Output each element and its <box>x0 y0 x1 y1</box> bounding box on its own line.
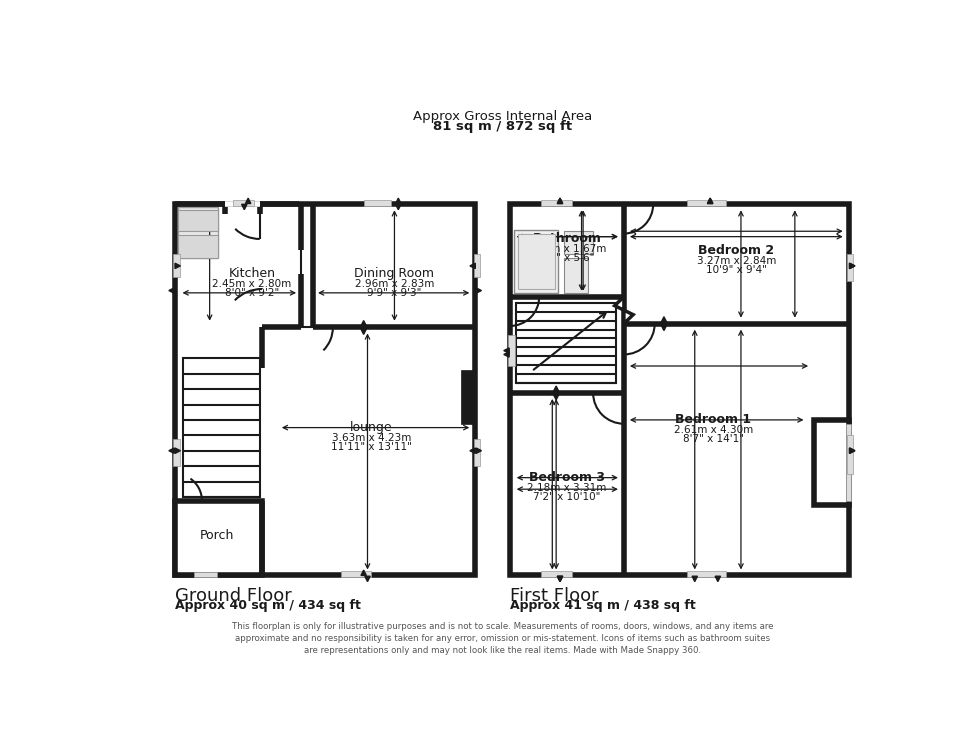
Bar <box>847 424 851 501</box>
Polygon shape <box>558 198 563 204</box>
Text: Approx Gross Internal Area: Approx Gross Internal Area <box>413 110 592 124</box>
Polygon shape <box>361 570 367 576</box>
Polygon shape <box>662 317 666 322</box>
Text: 11'11" x 13'11": 11'11" x 13'11" <box>331 442 412 452</box>
Polygon shape <box>558 576 563 582</box>
Bar <box>541 571 571 577</box>
Text: 8'7" x 14'1": 8'7" x 14'1" <box>683 434 744 444</box>
Polygon shape <box>708 198 712 204</box>
Bar <box>178 235 219 258</box>
Text: lounge: lounge <box>350 421 393 434</box>
Text: 3.63m x 4.23m: 3.63m x 4.23m <box>331 433 411 443</box>
Polygon shape <box>554 394 559 400</box>
Bar <box>175 501 262 576</box>
Polygon shape <box>692 576 698 582</box>
Polygon shape <box>245 198 251 204</box>
Polygon shape <box>169 288 174 293</box>
Text: Bedroom 3: Bedroom 3 <box>529 471 605 484</box>
Text: 10'9" x 9'4": 10'9" x 9'4" <box>706 265 766 275</box>
Polygon shape <box>850 448 855 454</box>
Bar <box>473 439 480 466</box>
Polygon shape <box>850 263 855 269</box>
Polygon shape <box>396 204 401 209</box>
Polygon shape <box>554 386 559 391</box>
Bar <box>564 258 588 293</box>
Polygon shape <box>396 198 401 204</box>
Polygon shape <box>470 448 475 454</box>
Bar <box>175 204 475 576</box>
Text: Bedroom 2: Bedroom 2 <box>699 244 774 257</box>
Text: Ground Floor: Ground Floor <box>175 587 292 605</box>
Bar <box>473 255 480 278</box>
Bar <box>178 209 219 231</box>
Bar <box>516 303 616 383</box>
Polygon shape <box>242 204 247 209</box>
Bar <box>173 255 179 278</box>
Text: 9'9" x 9'3": 9'9" x 9'3" <box>368 288 421 297</box>
Bar <box>233 200 255 206</box>
Bar <box>687 571 725 577</box>
Polygon shape <box>662 325 666 331</box>
Text: Bedroom 1: Bedroom 1 <box>675 414 752 426</box>
Text: Approx 41 sq m / 438 sq ft: Approx 41 sq m / 438 sq ft <box>510 599 696 611</box>
Polygon shape <box>470 263 475 269</box>
Polygon shape <box>361 320 367 326</box>
Bar <box>364 200 391 206</box>
Bar <box>182 358 260 497</box>
Polygon shape <box>504 348 510 353</box>
Polygon shape <box>850 448 855 454</box>
Polygon shape <box>365 576 370 582</box>
Polygon shape <box>476 288 481 293</box>
Bar <box>687 200 725 206</box>
Bar <box>173 439 179 466</box>
Text: This floorplan is only for illustrative purposes and is not to scale. Measuremen: This floorplan is only for illustrative … <box>231 622 773 655</box>
Text: Porch: Porch <box>200 529 234 542</box>
Text: Dining Room: Dining Room <box>355 267 434 280</box>
Bar <box>564 231 593 255</box>
Polygon shape <box>614 297 633 323</box>
Polygon shape <box>558 198 563 204</box>
Bar <box>514 229 559 293</box>
Bar <box>194 571 218 577</box>
Text: Approx 40 sq m / 434 sq ft: Approx 40 sq m / 434 sq ft <box>175 599 361 611</box>
Text: First Floor: First Floor <box>510 587 599 605</box>
Bar <box>462 370 475 424</box>
Text: 81 sq m / 872 sq ft: 81 sq m / 872 sq ft <box>433 121 571 133</box>
Text: Bathroom: Bathroom <box>532 232 602 246</box>
Bar <box>814 420 849 505</box>
Text: 7'2" x 10'10": 7'2" x 10'10" <box>533 492 601 502</box>
Polygon shape <box>175 448 180 454</box>
Bar <box>517 234 555 289</box>
Bar <box>510 204 849 576</box>
Polygon shape <box>708 198 712 204</box>
Bar <box>341 571 371 577</box>
Text: 2.96m x 2.83m: 2.96m x 2.83m <box>355 278 434 289</box>
Text: 7'2" x 5'6": 7'2" x 5'6" <box>540 253 594 263</box>
Bar <box>509 335 514 366</box>
Bar <box>847 435 854 474</box>
Polygon shape <box>476 448 481 454</box>
Text: 2.61m x 4.30m: 2.61m x 4.30m <box>673 425 753 435</box>
Text: 3.27m x 2.84m: 3.27m x 2.84m <box>697 255 776 266</box>
Text: 2.19m x 1.67m: 2.19m x 1.67m <box>527 244 607 254</box>
Text: 8'0" x 9'2": 8'0" x 9'2" <box>224 288 279 297</box>
Text: 2.18m x 3.31m: 2.18m x 3.31m <box>527 482 607 493</box>
Text: 2.45m x 2.80m: 2.45m x 2.80m <box>213 278 292 289</box>
Polygon shape <box>715 576 720 582</box>
Bar <box>541 200 571 206</box>
Text: Kitchen: Kitchen <box>228 267 275 280</box>
Polygon shape <box>175 263 180 269</box>
Bar <box>847 255 854 281</box>
Polygon shape <box>504 352 510 357</box>
Polygon shape <box>850 263 855 269</box>
Polygon shape <box>558 576 563 582</box>
Polygon shape <box>169 448 174 454</box>
Bar <box>178 207 219 258</box>
Polygon shape <box>361 329 367 334</box>
